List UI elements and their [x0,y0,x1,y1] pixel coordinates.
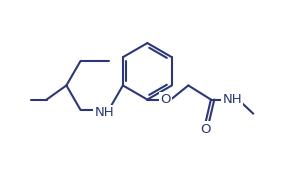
Text: O: O [160,93,171,106]
Text: O: O [200,123,211,136]
Text: NH: NH [95,106,114,119]
Text: NH: NH [222,93,242,106]
